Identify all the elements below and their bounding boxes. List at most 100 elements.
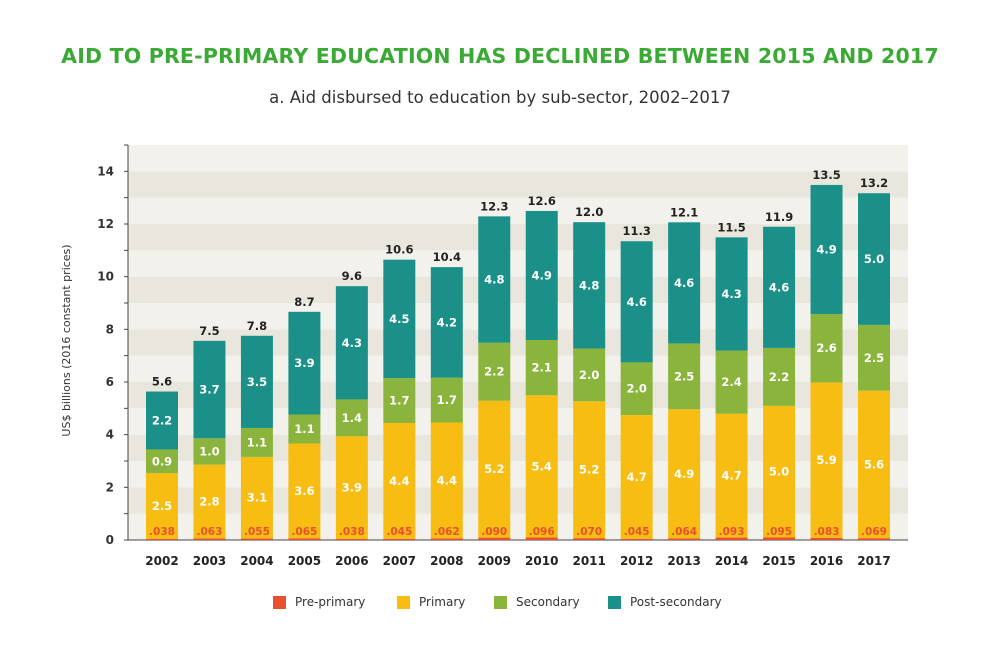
bar-primary — [383, 422, 416, 539]
bar-primary — [715, 413, 748, 538]
label-post-secondary: 4.9 — [532, 268, 552, 282]
label-pre-primary: .063 — [197, 526, 223, 538]
x-tick-label: 2015 — [762, 554, 795, 568]
bar-pre-primary — [146, 538, 178, 540]
x-tick-label: 2013 — [667, 554, 700, 568]
bar-pre-primary — [668, 538, 701, 540]
bar-primary — [335, 436, 368, 539]
label-post-secondary: 4.8 — [579, 278, 599, 292]
label-secondary: 2.0 — [626, 382, 646, 396]
bar-total-label: 9.6 — [342, 269, 362, 283]
legend-pre-primary: Pre-primary — [273, 592, 365, 612]
bar-post-secondary — [573, 222, 606, 349]
legend-swatch — [494, 595, 507, 609]
label-primary: 5.9 — [816, 453, 836, 467]
bar-secondary — [335, 399, 368, 437]
label-primary: 5.4 — [532, 459, 552, 473]
label-secondary: 1.7 — [437, 393, 457, 407]
chart-subtitle: a. Aid disbursed to education by sub-sec… — [269, 88, 731, 107]
label-primary: 2.8 — [199, 494, 219, 508]
legend-swatch — [273, 595, 286, 609]
bar-secondary — [525, 339, 558, 396]
label-secondary: 1.1 — [247, 435, 267, 449]
legend-primary: Primary — [397, 592, 465, 612]
label-post-secondary: 4.9 — [816, 242, 836, 256]
bar-total-label: 13.2 — [860, 176, 888, 190]
label-post-secondary: 4.2 — [437, 315, 457, 329]
label-primary: 3.9 — [342, 481, 362, 495]
label-pre-primary: .062 — [434, 526, 460, 538]
x-tick-label: 2002 — [145, 554, 178, 568]
y-tick-label: 2 — [106, 480, 114, 494]
legend: Pre-primary Primary Secondary Post-secondar… — [0, 592, 1000, 612]
label-primary: 4.7 — [721, 469, 741, 483]
y-tick-label: 6 — [106, 375, 114, 389]
bar-pre-primary — [525, 537, 558, 540]
bar-secondary — [573, 348, 606, 402]
bar-primary — [525, 395, 558, 538]
bar-pre-primary — [288, 538, 321, 540]
label-primary: 5.2 — [484, 462, 504, 476]
bar-secondary — [193, 438, 226, 465]
bar-secondary — [430, 377, 463, 423]
label-primary: 4.7 — [626, 470, 646, 484]
y-tick-label: 10 — [97, 270, 114, 284]
label-primary: 5.6 — [864, 457, 884, 471]
x-tick-label: 2007 — [383, 554, 416, 568]
label-primary: 5.0 — [769, 465, 789, 479]
bar-total-label: 11.3 — [622, 224, 650, 238]
label-secondary: 2.6 — [816, 341, 836, 355]
legend-swatch — [608, 595, 621, 609]
bar-pre-primary — [620, 538, 653, 540]
label-post-secondary: 4.3 — [342, 336, 362, 350]
x-tick-label: 2003 — [193, 554, 226, 568]
y-tick-label: 12 — [97, 217, 114, 231]
label-post-secondary: 4.6 — [626, 295, 646, 309]
grid-band — [128, 197, 908, 224]
x-tick-label: 2012 — [620, 554, 653, 568]
bar-primary — [668, 409, 701, 539]
label-post-secondary: 3.7 — [199, 383, 219, 397]
label-pre-primary: .038 — [149, 526, 175, 538]
x-tick-label: 2017 — [857, 554, 890, 568]
x-tick-label: 2004 — [240, 554, 273, 568]
label-pre-primary: .096 — [529, 526, 555, 538]
bar-post-secondary — [240, 335, 273, 428]
bar-primary — [620, 415, 653, 539]
label-post-secondary: 4.5 — [389, 312, 409, 326]
y-tick-label: 0 — [106, 533, 114, 547]
x-tick-label: 2006 — [335, 554, 368, 568]
bar-total-label: 12.6 — [528, 194, 556, 208]
bar-total-label: 11.5 — [717, 220, 745, 234]
x-tick-label: 2008 — [430, 554, 463, 568]
bar-total-label: 10.6 — [385, 243, 413, 257]
bar-primary — [763, 405, 796, 538]
y-tick-label: 4 — [106, 428, 114, 442]
label-primary: 5.2 — [579, 463, 599, 477]
bar-total-label: 12.3 — [480, 199, 508, 213]
x-tick-label: 2016 — [810, 554, 843, 568]
y-axis-title: US$ billions (2016 constant prices) — [60, 244, 73, 436]
bar-primary — [193, 464, 226, 539]
y-tick-label: 14 — [97, 164, 114, 178]
bar-post-secondary — [383, 259, 416, 379]
bar-post-secondary — [288, 311, 321, 415]
label-post-secondary: 2.2 — [152, 413, 172, 427]
label-secondary: 1.0 — [199, 444, 219, 458]
label-secondary: 0.9 — [152, 454, 172, 468]
bar-post-secondary — [146, 391, 178, 450]
bar-primary — [240, 456, 273, 539]
bar-total-label: 5.6 — [152, 375, 172, 389]
bar-total-label: 7.8 — [247, 319, 267, 333]
bar-total-label: 13.5 — [812, 168, 840, 182]
bar-primary — [478, 400, 511, 538]
legend-label: Primary — [419, 595, 466, 609]
bar-secondary — [715, 350, 748, 414]
legend-label: Post-secondary — [630, 595, 722, 609]
label-pre-primary: .055 — [244, 526, 270, 538]
label-secondary: 1.1 — [294, 422, 314, 436]
x-tick-label: 2005 — [288, 554, 321, 568]
bar-secondary — [288, 414, 321, 444]
label-post-secondary: 4.3 — [721, 287, 741, 301]
